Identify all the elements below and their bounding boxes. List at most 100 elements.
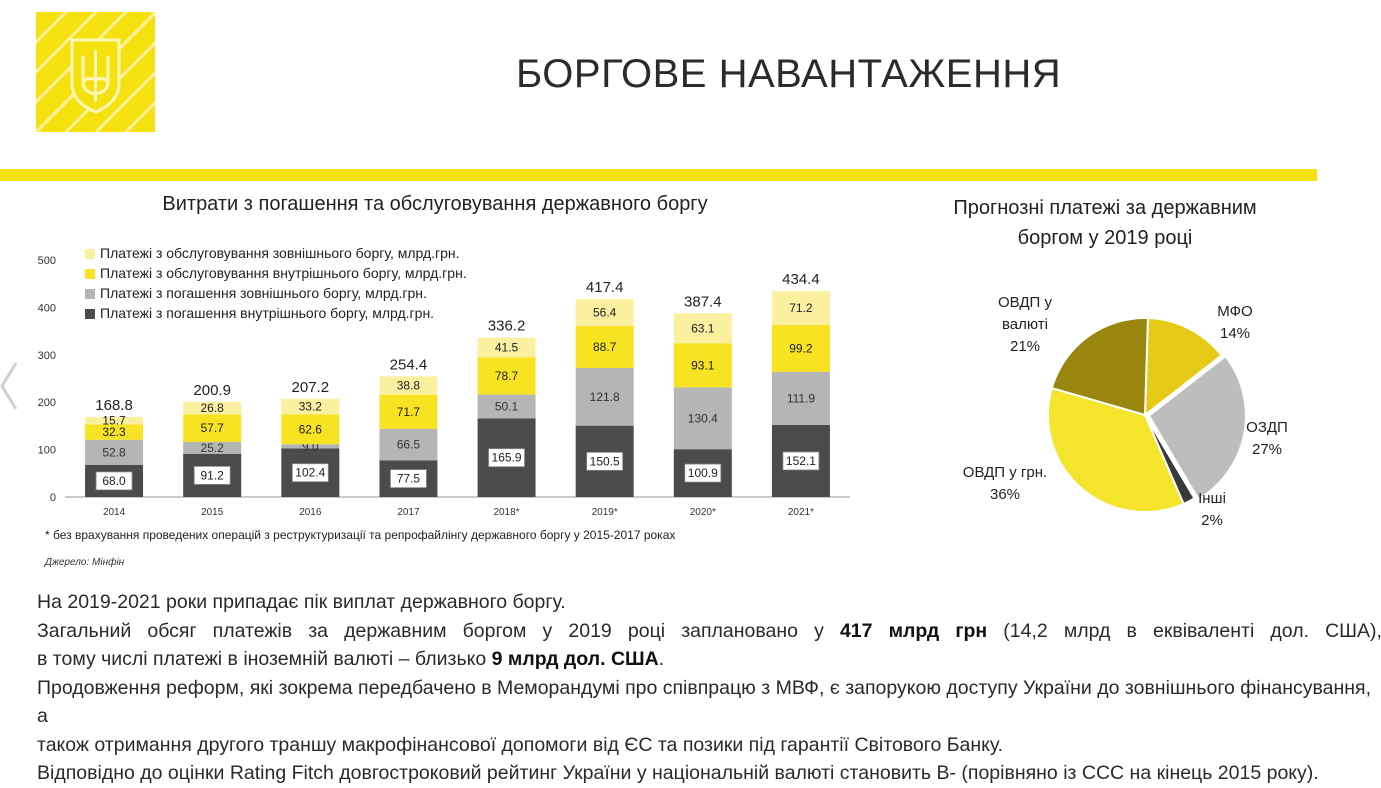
pie-chart: МФО 14% ОЗДП 27% Інші 2% ОВДП у грн. 36% ОВДП у в… <box>963 294 1288 529</box>
slice-percent: 21% <box>1010 338 1040 355</box>
y-tick-label: 300 <box>38 350 56 362</box>
data-label: 62.6 <box>299 422 323 436</box>
x-tick-label: 2014 <box>103 507 126 518</box>
data-label: 78.7 <box>495 369 519 383</box>
data-label: 152.1 <box>786 454 816 468</box>
bar-segment <box>673 343 732 388</box>
bar-segment <box>85 416 144 425</box>
total-label: 207.2 <box>292 379 330 396</box>
pie-slice <box>1047 386 1185 513</box>
bar-segment <box>575 299 634 326</box>
paragraph-reforms-line2: також отримання другого траншу макрофіна… <box>37 733 1004 756</box>
data-label: 71.7 <box>397 405 421 419</box>
pie-chart-title: Прогнозні платежі за державним боргом у … <box>953 197 1257 249</box>
slice-label: МФО <box>1217 303 1252 320</box>
legend-swatch <box>85 289 95 299</box>
bar-segment <box>673 313 732 344</box>
slice-percent: 27% <box>1252 441 1282 458</box>
x-tick-label: 2016 <box>299 507 322 518</box>
x-tick-label: 2020* <box>690 507 716 518</box>
coat-of-arms-logo <box>24 0 168 134</box>
slice-label: ОВДП у грн. <box>963 464 1047 481</box>
bar-segment <box>771 371 830 425</box>
data-label-box <box>782 451 820 471</box>
pie-slice <box>1147 354 1247 501</box>
data-label: 57.7 <box>201 421 225 435</box>
bar-segment <box>85 424 144 440</box>
legend-label: Платежі з погашення внутрішнього боргу, … <box>100 305 434 321</box>
y-tick-label: 500 <box>38 255 56 267</box>
data-label: 38.8 <box>397 379 421 393</box>
bar-segment <box>281 398 340 415</box>
pie-slice <box>1143 317 1223 418</box>
data-label: 111.9 <box>787 391 816 405</box>
data-label: 99.2 <box>789 341 813 355</box>
paragraph-peak: На 2019-2021 роки припадає пік виплат де… <box>37 591 566 613</box>
data-label-box <box>390 469 427 489</box>
bar-segment <box>771 324 830 372</box>
paragraph-rating: Відповідно до оцінки Rating Fitch довгос… <box>37 762 1319 784</box>
bar-segment <box>379 428 438 461</box>
slice-label: ОВДП у <box>998 294 1052 311</box>
x-tick-label: 2015 <box>201 507 224 518</box>
data-label: 56.4 <box>593 306 617 320</box>
bar-segment <box>281 414 340 445</box>
pie-slice <box>1050 317 1149 417</box>
data-label: 50.1 <box>495 399 519 413</box>
bar-segment <box>379 376 438 395</box>
total-label: 417.4 <box>586 279 624 296</box>
bar-segment <box>183 401 242 415</box>
legend-label: Платежі з обслуговування зовнішнього бор… <box>100 245 460 261</box>
legend-swatch <box>85 249 95 259</box>
data-label: 25.2 <box>201 441 225 455</box>
data-label: 88.7 <box>593 340 617 354</box>
data-label: 130.4 <box>688 411 718 425</box>
chart-footnote: * без врахування проведених операцій з р… <box>45 528 676 542</box>
bar-segment <box>575 325 634 368</box>
data-label-box <box>193 465 231 485</box>
page-title: БОРГОВЕ НАВАНТАЖЕННЯ <box>516 52 1062 96</box>
x-tick-label: 2019* <box>592 507 618 518</box>
legend-swatch <box>85 269 95 279</box>
bar-segment <box>183 441 242 454</box>
slice-label: ОЗДП <box>1246 419 1288 436</box>
paragraph-volume-line2: в тому числі платежі в іноземній валюті … <box>37 648 665 670</box>
data-label: 100.9 <box>688 466 718 480</box>
paragraph-reforms-line1: Продовження реформ, які зокрема передбач… <box>37 676 1372 728</box>
bar-segment <box>183 414 242 442</box>
data-label-box <box>684 463 722 483</box>
y-tick-label: 100 <box>38 445 56 457</box>
data-label: 102.4 <box>295 466 325 480</box>
data-label: 150.5 <box>590 454 620 468</box>
legend-label: Платежі з погашення зовнішнього боргу, м… <box>100 285 427 301</box>
data-label: 15.7 <box>102 414 126 428</box>
slice-label: Інші <box>1198 490 1226 507</box>
slice-percent: 14% <box>1220 325 1250 342</box>
bar-segment <box>575 367 634 426</box>
previous-slide-chevron-icon[interactable] <box>0 361 20 411</box>
chart-source: Джерело: Мінфін <box>45 557 125 568</box>
bar-segment <box>477 337 536 358</box>
bar-segment <box>673 387 732 450</box>
slice-label: валюті <box>1002 316 1048 333</box>
data-label: 33.2 <box>299 400 323 414</box>
total-label: 434.4 <box>782 271 820 288</box>
bar-segment <box>379 394 438 429</box>
total-label: 387.4 <box>684 293 722 310</box>
data-label-box <box>291 463 329 483</box>
slice-percent: 2% <box>1201 512 1223 529</box>
bar-chart-title: Витрати з погашення та обслуговування де… <box>162 193 708 215</box>
legend-label: Платежі з обслуговування внутрішнього бо… <box>100 265 467 281</box>
y-tick-label: 0 <box>50 492 56 504</box>
bar-segment <box>85 439 144 465</box>
summary-text: На 2019-2021 роки припадає пік виплат де… <box>37 588 1381 788</box>
x-tick-label: 2018* <box>493 507 519 518</box>
total-label: 254.4 <box>390 356 428 373</box>
data-label: 41.5 <box>495 340 519 354</box>
bar-segment <box>771 291 830 325</box>
data-label: 68.0 <box>102 474 126 488</box>
data-label: 71.2 <box>789 301 813 315</box>
x-tick-label: 2021* <box>788 507 814 518</box>
paragraph-volume-line1: Загальний обсяг платежів за державним бо… <box>37 619 1381 642</box>
